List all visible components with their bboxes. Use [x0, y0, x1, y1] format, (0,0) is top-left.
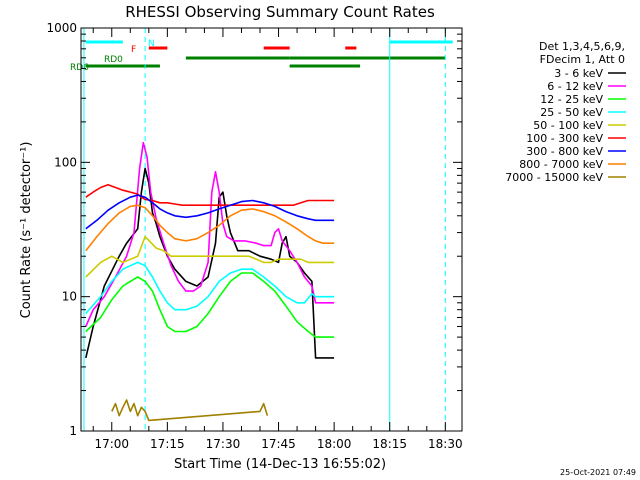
x-tick-label: 18:30 — [428, 437, 463, 451]
series-line — [85, 261, 335, 315]
series-lines — [85, 141, 335, 422]
series-line — [85, 204, 335, 252]
legend-label: 6 - 12 keV — [547, 80, 603, 93]
legend-label: 50 - 100 keV — [533, 119, 603, 132]
y-tick-label: 10 — [62, 290, 77, 304]
flag-label: N — [148, 39, 155, 49]
legend-label: 100 - 300 keV — [526, 132, 603, 145]
y-tick-label: 1000 — [46, 21, 77, 35]
x-tick-label: 18:00 — [317, 437, 352, 451]
series-line — [111, 399, 269, 422]
x-axis-label: Start Time (14-Dec-13 16:55:02) — [174, 457, 386, 472]
flag-bars: N F RD0 RD6 — [70, 39, 453, 73]
series-line — [85, 141, 335, 327]
legend-label: 12 - 25 keV — [540, 93, 603, 106]
legend-label: 800 - 7000 keV — [519, 158, 603, 171]
legend-label: 300 - 800 keV — [526, 145, 603, 158]
legend: Det 1,3,4,5,6,9,FDecim 1, Att 03 - 6 keV… — [505, 40, 626, 184]
x-axis: 17:00 17:15 17:30 17:45 18:00 18:15 18:30 — [92, 28, 463, 451]
y-tick-label: 1 — [69, 424, 77, 438]
y-tick-label: 100 — [54, 155, 77, 169]
series-line — [85, 194, 335, 230]
legend-header: FDecim 1, Att 0 — [540, 53, 625, 66]
legend-label: 7000 - 15000 keV — [505, 171, 603, 184]
y-axis-label: Count Rate (s⁻¹ detector⁻¹) — [19, 142, 34, 319]
legend-label: 25 - 50 keV — [540, 106, 603, 119]
series-line — [85, 235, 335, 278]
flag-label: F — [131, 45, 136, 55]
legend-label: 3 - 6 keV — [554, 67, 603, 80]
chart-title: RHESSI Observing Summary Count Rates — [125, 3, 435, 21]
x-tick-label: 18:15 — [372, 437, 407, 451]
footer-date: 25-Oct-2021 07:49 — [560, 468, 636, 477]
series-line — [85, 167, 335, 359]
vertical-markers — [83, 28, 446, 431]
x-tick-label: 17:45 — [261, 437, 296, 451]
legend-header: Det 1,3,4,5,6,9, — [539, 40, 625, 53]
series-line — [85, 184, 335, 206]
flag-label: RD0 — [104, 55, 123, 65]
plot-frame — [80, 27, 463, 432]
x-tick-label: 17:00 — [94, 437, 129, 451]
flag-label: RD6 — [70, 63, 89, 73]
y-axis: 1 10 100 1000 — [46, 21, 462, 438]
series-line — [85, 272, 335, 338]
x-tick-label: 17:15 — [150, 437, 185, 451]
x-tick-label: 17:30 — [206, 437, 241, 451]
